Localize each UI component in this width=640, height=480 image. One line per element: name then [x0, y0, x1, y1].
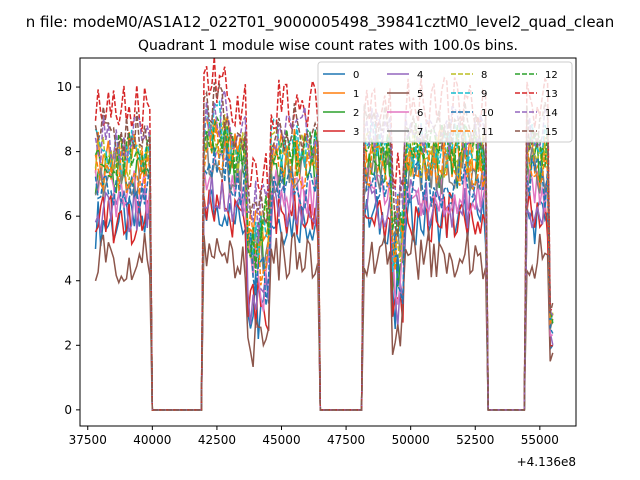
legend-label-7: 7 — [417, 127, 423, 138]
legend-label-9: 9 — [481, 89, 487, 100]
series-12-line — [94, 115, 554, 411]
legend-label-2: 2 — [353, 108, 359, 119]
y-tick-label: 0 — [64, 403, 72, 417]
x-axis: 37500 40000 42500 45000 47500 50000 52500 55000 — [69, 426, 559, 447]
x-offset-label: +4.136e8 — [517, 455, 576, 469]
x-tick-label: 40000 — [133, 433, 171, 447]
x-tick-label: 55000 — [521, 433, 559, 447]
legend-label-5: 5 — [417, 89, 423, 100]
x-tick-label: 37500 — [69, 433, 107, 447]
series-9-line — [94, 99, 554, 411]
y-tick-label: 8 — [64, 145, 72, 159]
x-tick-label: 42500 — [198, 433, 236, 447]
legend-label-6: 6 — [417, 108, 423, 119]
series-6-line — [94, 149, 554, 411]
chart-suptitle: n file: modeM0/AS1A12_022T01_9000005498_… — [26, 13, 615, 32]
legend-label-3: 3 — [353, 127, 359, 138]
x-tick-label: 52500 — [456, 433, 494, 447]
x-tick-label: 47500 — [327, 433, 365, 447]
y-tick-label: 4 — [64, 274, 72, 288]
legend-box — [317, 61, 573, 143]
series-5-line — [94, 229, 554, 411]
chart-title: Quadrant 1 module wise count rates with … — [138, 38, 518, 54]
legend-label-12: 12 — [545, 70, 558, 81]
y-tick-label: 6 — [64, 209, 72, 223]
legend-label-4: 4 — [417, 70, 423, 81]
x-tick-label: 45000 — [262, 433, 300, 447]
y-tick-label: 10 — [57, 80, 72, 94]
series-0-line — [94, 188, 554, 411]
legend-label-14: 14 — [545, 108, 558, 119]
y-axis: 0 2 4 6 8 10 — [57, 80, 80, 417]
legend-label-0: 0 — [353, 70, 359, 81]
legend-label-8: 8 — [481, 70, 487, 81]
legend-label-11: 11 — [481, 127, 494, 138]
legend-label-1: 1 — [353, 89, 359, 100]
legend-label-15: 15 — [545, 127, 558, 138]
y-tick-label: 2 — [64, 338, 72, 352]
plot-frame — [79, 57, 577, 427]
legend-label-13: 13 — [545, 89, 558, 100]
legend-label-10: 10 — [481, 108, 494, 119]
x-tick-label: 50000 — [392, 433, 430, 447]
